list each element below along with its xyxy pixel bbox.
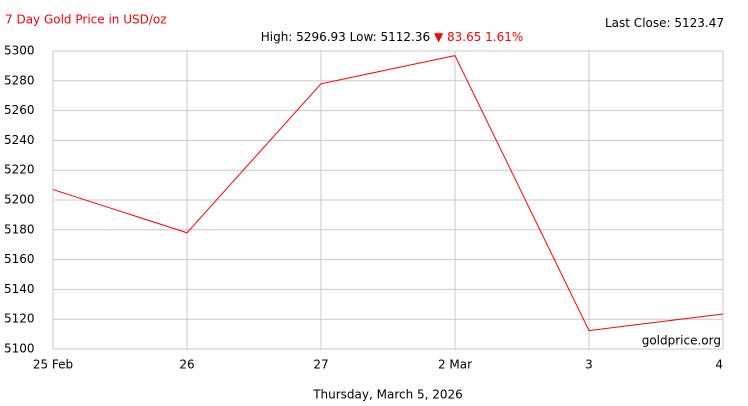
y-tick-label: 5240 <box>4 133 35 147</box>
x-tick-label: 26 <box>179 358 194 372</box>
x-tick-label: 3 <box>585 358 593 372</box>
low-label: Low: <box>350 30 377 44</box>
y-tick-label: 5100 <box>4 342 35 356</box>
y-tick-label: 5200 <box>4 193 35 207</box>
plot-border <box>52 50 724 350</box>
x-axis-label: Thursday, March 5, 2026 <box>312 388 463 402</box>
last-close-value: 5123.47 <box>674 16 724 30</box>
y-tick-label: 5300 <box>4 44 35 58</box>
y-tick-label: 5160 <box>4 252 35 266</box>
y-tick-label: 5120 <box>4 312 35 326</box>
y-tick-label: 5180 <box>4 222 35 236</box>
x-tick-label: 25 Feb <box>33 358 73 372</box>
y-tick-label: 5260 <box>4 103 35 117</box>
high-label: High: <box>261 30 293 44</box>
last-close: Last Close: 5123.47 <box>605 16 724 30</box>
last-close-label: Last Close: <box>605 16 671 30</box>
stats: High: 5296.93 Low: 5112.36 ▼ 83.65 1.61% <box>261 30 524 44</box>
chart-title: 7 Day Gold Price in USD/oz <box>5 13 167 27</box>
y-tick-label: 5280 <box>4 73 35 87</box>
high-value: 5296.93 <box>296 30 346 44</box>
y-tick-label: 5140 <box>4 282 35 296</box>
y-tick-label: 5220 <box>4 163 35 177</box>
source: goldprice.org <box>642 334 721 348</box>
low-value: 5112.36 <box>380 30 430 44</box>
x-tick-label: 27 <box>313 358 328 372</box>
change: ▼ 83.65 1.61% <box>434 30 523 44</box>
x-tick-label: 4 <box>715 358 723 372</box>
x-tick-label: 2 Mar <box>438 358 472 372</box>
price-line <box>52 55 724 332</box>
